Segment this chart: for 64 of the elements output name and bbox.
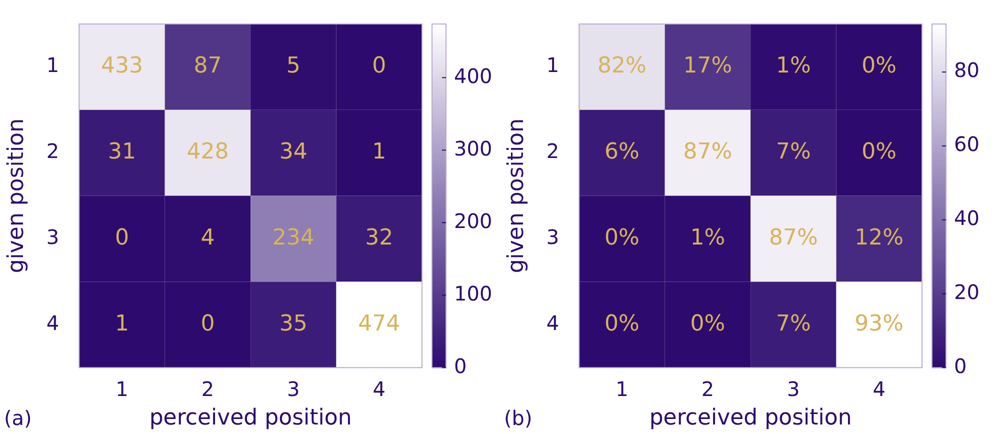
data-label: 4 bbox=[200, 225, 215, 250]
y-tick-label: 3 bbox=[546, 224, 560, 249]
x-tick-label: 4 bbox=[872, 376, 886, 401]
data-label: 12% bbox=[854, 225, 904, 250]
data-label: 17% bbox=[683, 54, 732, 79]
color-bar-label: 0 bbox=[954, 354, 967, 378]
data-label: 1 bbox=[114, 311, 129, 336]
data-label: 433 bbox=[100, 54, 143, 79]
color-bar-label: 100 bbox=[454, 281, 492, 306]
y-tick-label: 1 bbox=[546, 53, 560, 78]
data-label: 82% bbox=[598, 54, 646, 79]
data-label: 1% bbox=[776, 54, 811, 79]
data-label: 0 bbox=[372, 54, 386, 79]
x-tick-label: 1 bbox=[616, 376, 628, 401]
data-label: 93% bbox=[854, 311, 904, 336]
data-label: 35 bbox=[279, 311, 308, 336]
x-tick-label: 2 bbox=[201, 376, 214, 401]
data-label: 474 bbox=[358, 311, 400, 336]
data-label: 0% bbox=[690, 311, 726, 336]
data-label: 34 bbox=[279, 140, 308, 165]
y-tick-label: 1 bbox=[46, 53, 60, 78]
y-axis-title: given position bbox=[4, 118, 29, 274]
color-bar-label: 400 bbox=[454, 64, 492, 88]
data-label: 0 bbox=[114, 225, 129, 250]
y-tick-label: 2 bbox=[46, 139, 60, 164]
data-label: 0% bbox=[604, 311, 640, 336]
data-label: 31 bbox=[108, 140, 136, 165]
x-tick-label: 4 bbox=[372, 376, 386, 401]
data-label: 0% bbox=[862, 54, 897, 79]
color-bar-label: 200 bbox=[454, 208, 492, 233]
data-label: 428 bbox=[186, 140, 229, 165]
color-bar-label: 80 bbox=[954, 58, 980, 82]
y-tick-label: 2 bbox=[546, 139, 560, 164]
data-label: 0% bbox=[604, 225, 640, 250]
data-label: 6% bbox=[604, 140, 640, 165]
y-tick-label: 4 bbox=[46, 310, 60, 335]
x-tick-label: 3 bbox=[787, 376, 800, 401]
data-label: 87% bbox=[683, 140, 732, 165]
data-label: 0 bbox=[200, 311, 215, 336]
data-label: 87% bbox=[768, 225, 818, 250]
y-tick-label: 3 bbox=[46, 224, 60, 249]
data-label: 1% bbox=[690, 225, 726, 250]
data-label: 5 bbox=[286, 54, 300, 79]
x-axis-title: perceived position bbox=[149, 406, 352, 431]
data-label: 87 bbox=[194, 54, 222, 79]
data-label: 7% bbox=[776, 311, 811, 336]
x-tick-label: 2 bbox=[701, 376, 714, 401]
y-tick-label: 4 bbox=[546, 310, 560, 335]
data-label: 0% bbox=[862, 140, 897, 165]
x-tick-label: 1 bbox=[116, 376, 128, 401]
text: (a) bbox=[4, 406, 32, 430]
y-axis-title: given position bbox=[504, 118, 529, 274]
x-axis-title: perceived position bbox=[649, 406, 852, 431]
data-label: 32 bbox=[365, 225, 394, 250]
color-bar-label: 40 bbox=[954, 206, 980, 230]
text: (b) bbox=[504, 406, 532, 430]
color-bar-label: 60 bbox=[954, 132, 980, 156]
color-bar-label: 20 bbox=[954, 280, 980, 304]
color-bar-label: 300 bbox=[454, 136, 492, 160]
data-label: 7% bbox=[776, 140, 811, 165]
x-tick-label: 3 bbox=[287, 376, 300, 401]
data-label: 1 bbox=[372, 140, 386, 165]
data-label: 234 bbox=[272, 225, 314, 250]
color-bar-label: 0 bbox=[454, 354, 467, 378]
